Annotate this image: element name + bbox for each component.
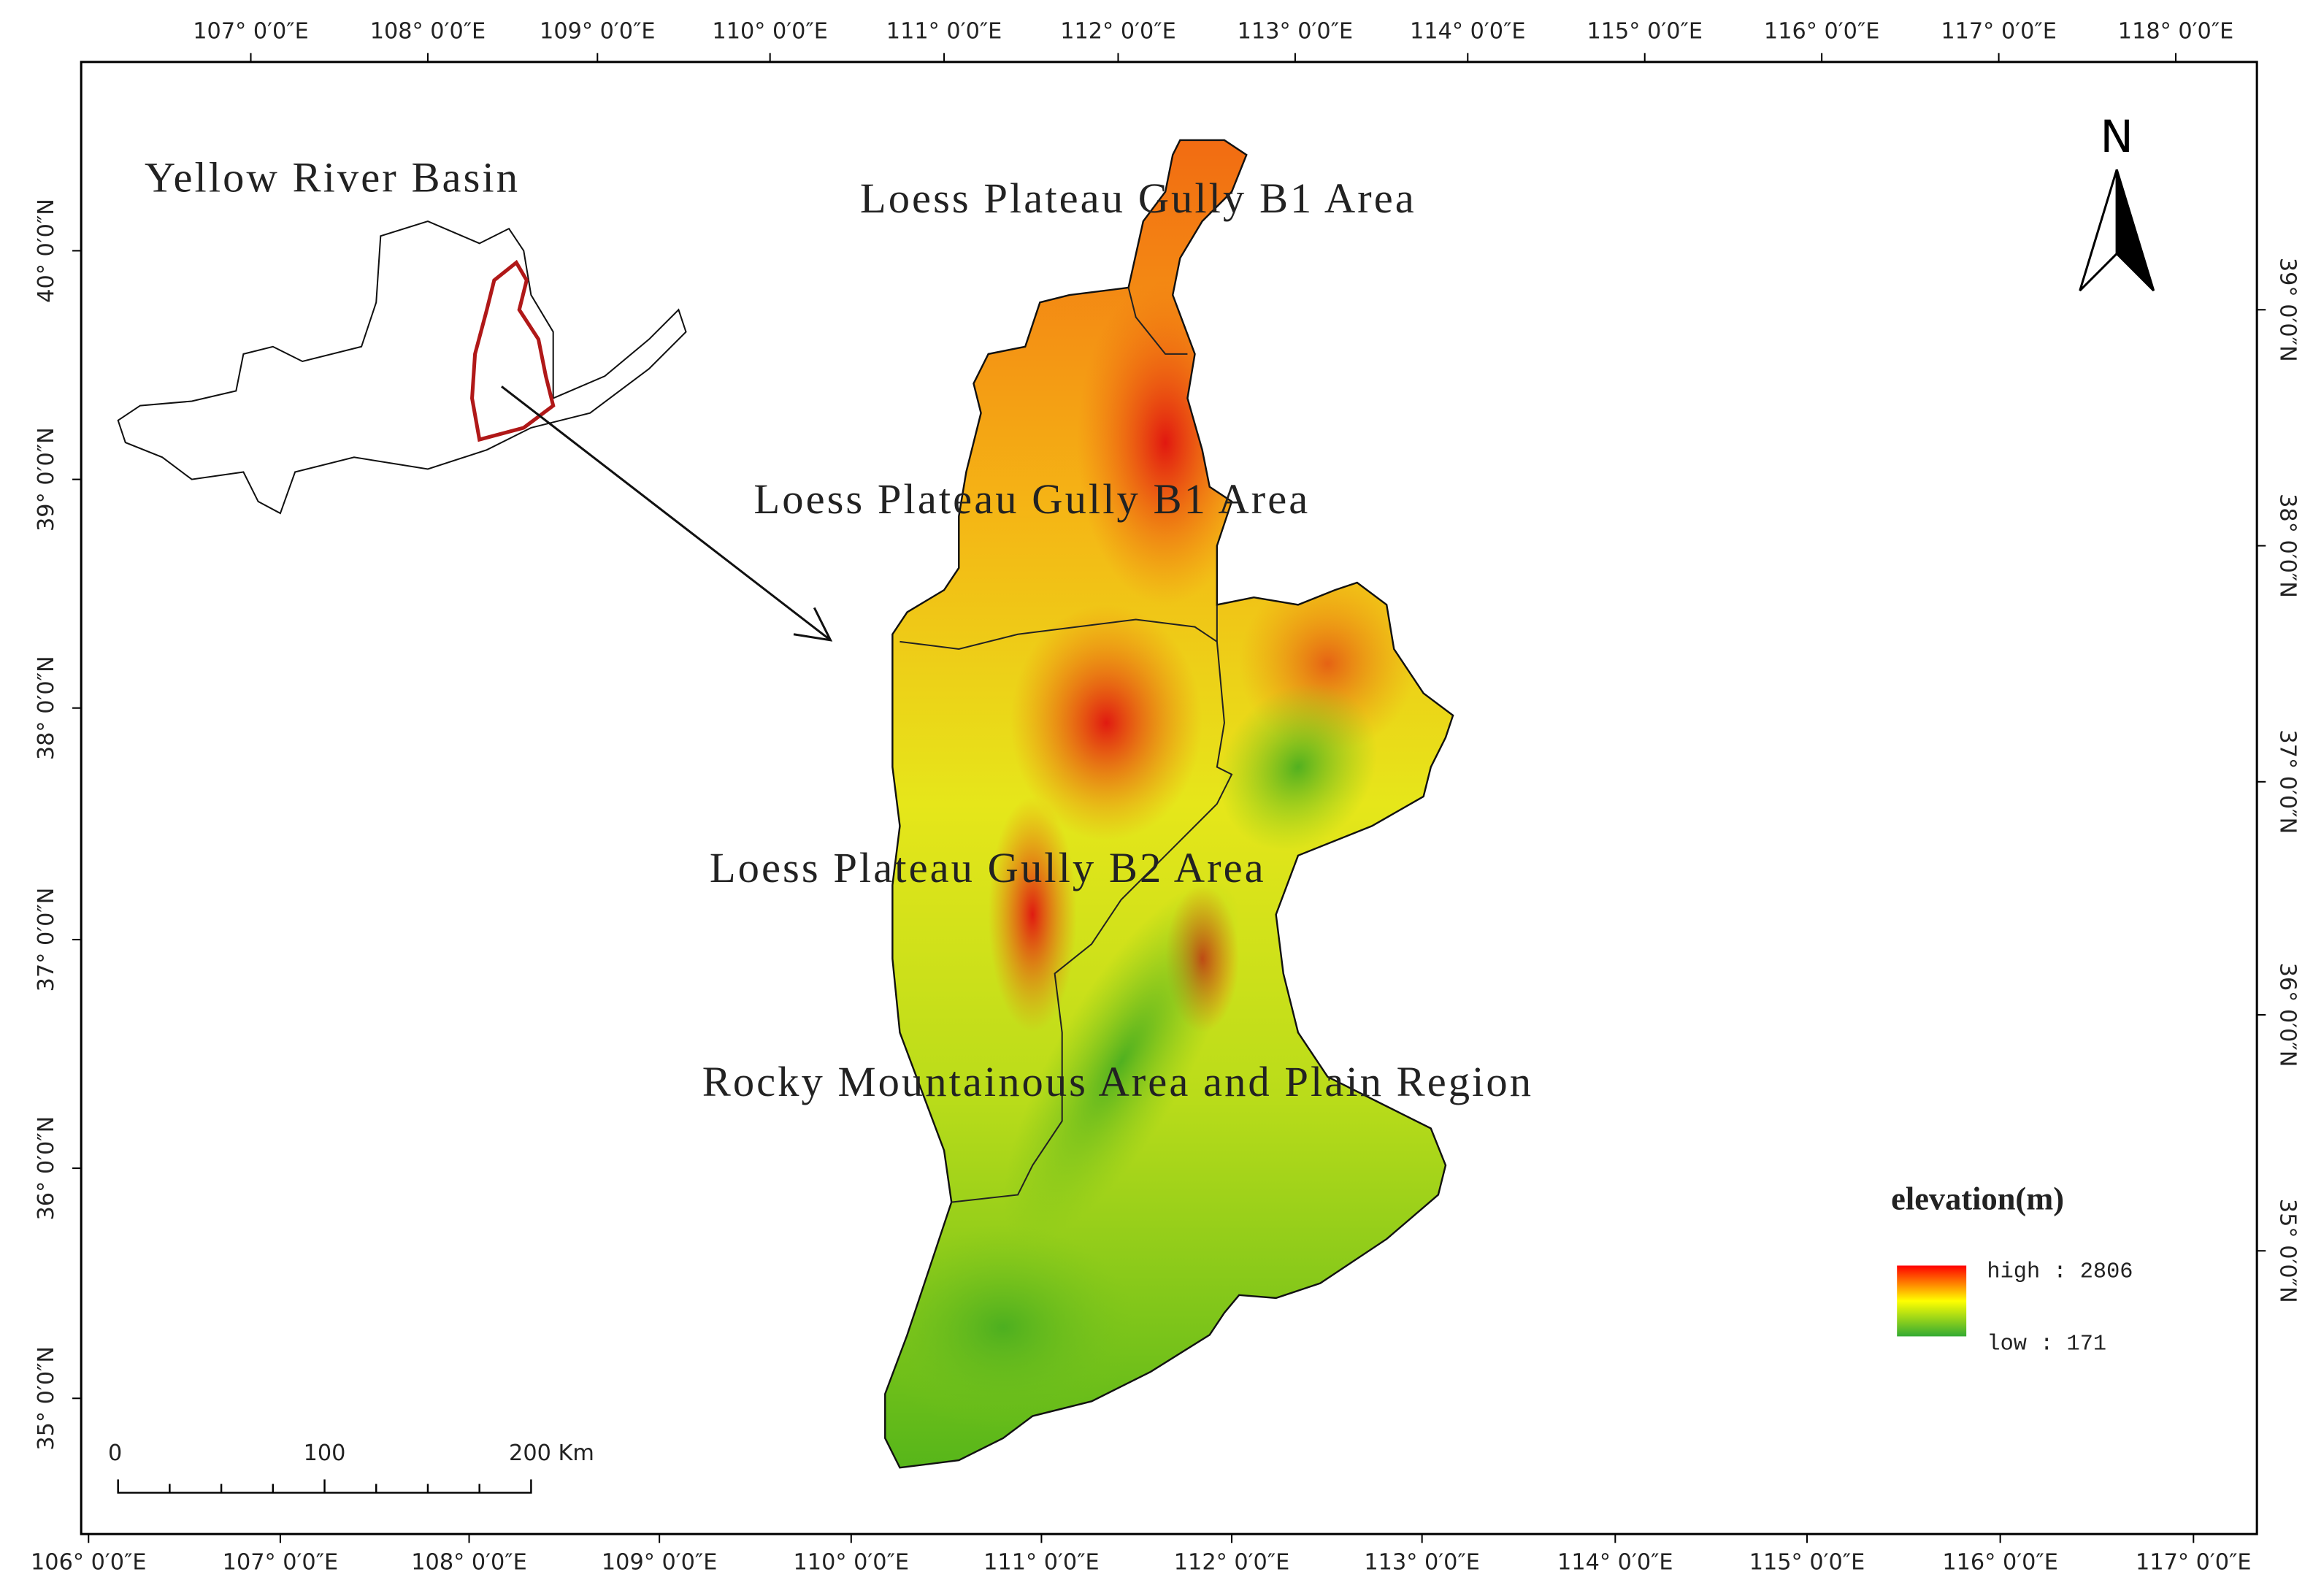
left-coordinate-label: 35° 0′0″N (34, 1346, 59, 1451)
left-coordinate-label: 39° 0′0″N (34, 427, 59, 532)
legend-high: high : 2806 (1987, 1260, 2133, 1285)
bottom-coordinate-label: 117° 0′0″E (2136, 1550, 2252, 1576)
yellow-river-basin-outline (117, 220, 687, 515)
top-coordinate-label: 108° 0′0″E (370, 19, 486, 45)
bottom-coordinate-label: 114° 0′0″E (1557, 1550, 1673, 1576)
north-arrow (2079, 169, 2118, 292)
map-frame (80, 61, 2258, 1535)
top-coordinate-label: 109° 0′0″E (540, 19, 656, 45)
top-coordinate-label: 115° 0′0″E (1587, 19, 1702, 45)
scale-bar (117, 1479, 532, 1494)
north-arrow (2115, 169, 2155, 292)
bottom-coordinate-label: 112° 0′0″E (1174, 1550, 1290, 1576)
top-coordinate-label: 116° 0′0″E (1764, 19, 1879, 45)
top-coordinate-label: 112° 0′0″E (1060, 19, 1175, 45)
legend-low: low : 171 (1987, 1332, 2106, 1357)
region-label: Loess Plateau Gully B2 Area (710, 844, 1266, 891)
region-label: Loess Plateau Gully B1 Area (753, 475, 1310, 523)
zone-boundary (1127, 287, 1188, 355)
bottom-coordinate-label: 116° 0′0″E (1942, 1550, 2058, 1576)
bottom-coordinate-label: 113° 0′0″E (1364, 1550, 1480, 1576)
scale-bar-label: 100 (304, 1440, 346, 1466)
top-coordinate-label: 111° 0′0″E (886, 19, 1002, 45)
top-coordinate-label: 114° 0′0″E (1410, 19, 1526, 45)
bottom-coordinate-label: 109° 0′0″E (602, 1550, 718, 1576)
top-coordinate-label: 107° 0′0″E (193, 19, 309, 45)
top-coordinate-label: 110° 0′0″E (712, 19, 828, 45)
left-coordinate-label: 37° 0′0″N (34, 888, 59, 992)
top-coordinate-label: 118° 0′0″E (2118, 19, 2233, 45)
north-label: N (2101, 112, 2133, 163)
zone-boundary (951, 641, 1233, 1203)
right-coordinate-label: 36° 0′0″N (2274, 963, 2300, 1067)
legend-title: elevation(m) (1891, 1181, 2064, 1217)
study-area-inset (470, 259, 556, 442)
bottom-coordinate-label: 110° 0′0″E (794, 1550, 910, 1576)
scale-bar-label: 200 Km (509, 1440, 594, 1466)
bottom-coordinate-label: 115° 0′0″E (1749, 1550, 1865, 1576)
bottom-coordinate-label: 107° 0′0″E (223, 1550, 339, 1576)
region-label: Rocky Mountainous Area and Plain Region (702, 1058, 1533, 1105)
right-coordinate-label: 38° 0′0″N (2274, 494, 2300, 598)
right-coordinate-label: 39° 0′0″N (2274, 258, 2300, 362)
bottom-coordinate-label: 108° 0′0″E (411, 1550, 527, 1576)
top-coordinate-label: 117° 0′0″E (1941, 19, 2056, 45)
zone-boundary (900, 605, 1218, 650)
legend-ramp (1897, 1265, 1967, 1337)
top-coordinate-label: 113° 0′0″E (1238, 19, 1354, 45)
left-coordinate-label: 38° 0′0″N (34, 656, 59, 760)
elevation-raster (885, 139, 1454, 1468)
right-coordinate-label: 37° 0′0″N (2274, 729, 2300, 834)
inset-title: Yellow River Basin (145, 154, 520, 202)
region-label: Loess Plateau Gully B1 Area (860, 174, 1416, 222)
left-coordinate-label: 40° 0′0″N (34, 199, 59, 303)
scale-bar-label: 0 (108, 1440, 122, 1466)
right-coordinate-label: 35° 0′0″N (2274, 1199, 2300, 1303)
inset-arrow (501, 385, 833, 642)
left-coordinate-label: 36° 0′0″N (34, 1116, 59, 1221)
bottom-coordinate-label: 106° 0′0″E (31, 1550, 147, 1576)
bottom-coordinate-label: 111° 0′0″E (983, 1550, 1100, 1576)
